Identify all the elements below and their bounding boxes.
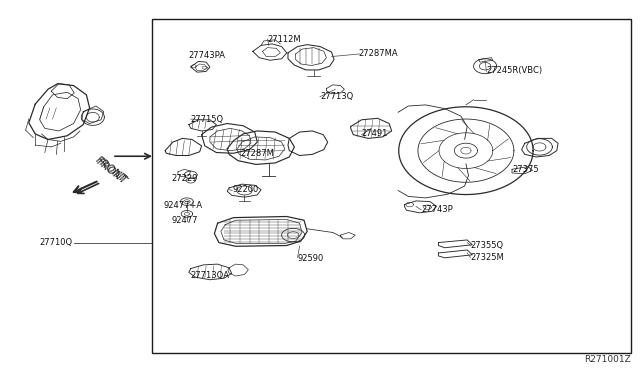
Text: 27710Q: 27710Q [40,238,73,247]
Text: FRONT: FRONT [93,154,127,184]
Text: 27229: 27229 [172,174,198,183]
Text: 27325M: 27325M [470,253,504,262]
Text: 27743PA: 27743PA [189,51,226,60]
Text: 27743P: 27743P [421,205,453,214]
Text: 92200: 92200 [232,185,259,194]
Text: 27713Q: 27713Q [320,92,353,101]
Text: 27715Q: 27715Q [191,115,224,124]
Text: 27355Q: 27355Q [470,241,504,250]
Text: R271001Z: R271001Z [584,355,630,364]
Text: 27491: 27491 [362,129,388,138]
Text: 27287M: 27287M [240,149,274,158]
Text: FRONT: FRONT [95,156,129,186]
Bar [152,19,631,353]
Text: 27112M: 27112M [268,35,301,44]
Text: 27245R(VBC): 27245R(VBC) [486,66,543,75]
Text: 27375: 27375 [512,165,539,174]
Text: 92590: 92590 [298,254,324,263]
Text: 92477+A: 92477+A [163,201,202,210]
Text: 27287MA: 27287MA [358,49,398,58]
Text: 92477: 92477 [172,216,198,225]
Text: 27713QA: 27713QA [191,271,230,280]
